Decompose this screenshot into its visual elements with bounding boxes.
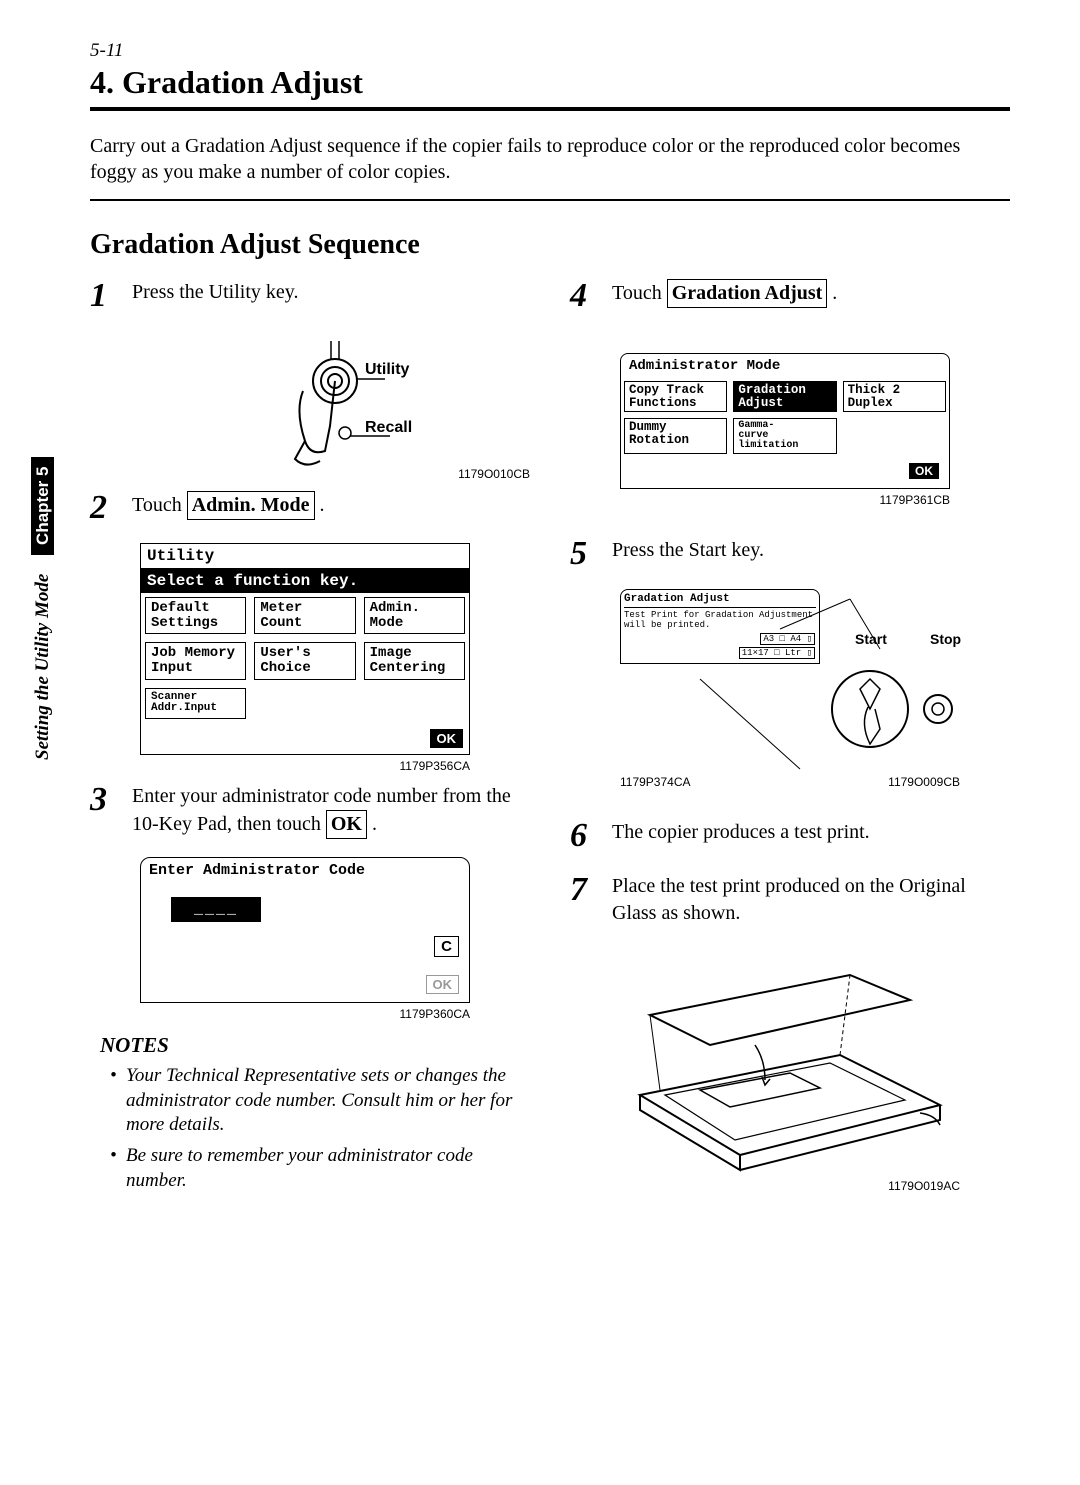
clear-button[interactable]: C [434,936,459,957]
start-label: Start [855,631,887,647]
stop-label: Stop [930,631,961,647]
step-3: 3 Enter your administrator code number f… [90,783,530,839]
right-column: 4 Touch Gradation Adjust . Administrator… [570,279,1010,1203]
gradation-adjust-button-label: Gradation Adjust [667,279,828,308]
step-body-1: Press the Utility key. [132,279,530,306]
adminmode-cell[interactable]: Copy TrackFunctions [624,381,727,412]
intro-text: Carry out a Gradation Adjust sequence if… [90,133,1010,185]
step-num-4: 4 [570,279,596,313]
fig1-recall-label: Recall [365,419,755,437]
fig1-utility-label: Utility [365,361,755,379]
admin-code-screen: Enter Administrator Code ____ C OK [140,857,470,1003]
utility-screen-title: Utility [141,544,469,569]
columns: 1 Press the Utility key. Utility Recall … [90,279,1010,1203]
utility-grid: DefaultSettings MeterCount Admin.Mode Jo… [141,593,469,723]
step-body-5: Press the Start key. [612,537,1010,564]
note-item: Your Technical Representative sets or ch… [114,1064,530,1138]
step-num-5: 5 [570,537,596,571]
side-tab-chapter: Chapter 5 [31,457,54,555]
step-body-2: Touch Admin. Mode . [132,491,530,520]
side-tab-mode: Setting the Utility Mode [32,574,53,760]
utility-screen-prompt: Select a function key. [141,569,469,593]
adminmode-cell-gradation[interactable]: GradationAdjust [733,381,836,412]
utility-cell[interactable]: DefaultSettings [145,597,246,634]
copier-glass-icon [620,945,960,1175]
side-tab: Setting the Utility Mode Chapter 5 [32,457,54,760]
step-num-3: 3 [90,783,116,817]
ok-button-disabled: OK [426,975,460,994]
note-item: Be sure to remember your administrator c… [114,1144,530,1193]
step-num-7: 7 [570,873,596,907]
utility-screen: Utility Select a function key. DefaultSe… [140,543,470,755]
page-marker: 5-11 [90,40,1010,62]
rule-thin [90,199,1010,201]
step-num-1: 1 [90,279,116,313]
fig-2: Utility Select a function key. DefaultSe… [140,543,530,773]
step4-text-b: . [827,282,837,304]
utility-cell[interactable]: ImageCentering [364,642,465,679]
fig5-code-right: 1179O009CB [888,775,960,789]
fig3-code: 1179P360CA [140,1007,470,1021]
utility-cell[interactable]: Job MemoryInput [145,642,246,679]
step-num-6: 6 [570,819,596,853]
step2-text-b: . [315,494,325,516]
utility-cell[interactable]: Admin.Mode [364,597,465,634]
utility-cell[interactable]: ScannerAddr.Input [145,688,246,719]
step-4: 4 Touch Gradation Adjust . [570,279,1010,313]
step3-text-a: Enter your administrator code number fro… [132,785,511,835]
step2-text-a: Touch [132,494,187,516]
left-column: 1 Press the Utility key. Utility Recall … [90,279,530,1203]
notes-list: Your Technical Representative sets or ch… [90,1064,530,1193]
section-title: Gradation Adjust Sequence [90,229,1010,261]
fig4-code: 1179P361CB [620,493,950,507]
step-2: 2 Touch Admin. Mode . [90,491,530,525]
utility-cell[interactable]: MeterCount [254,597,355,634]
ok-button[interactable]: OK [909,463,939,479]
step-num-2: 2 [90,491,116,525]
step-7: 7 Place the test print produced on the O… [570,873,1010,927]
leader-lines-icon [620,589,960,789]
fig5-code-left: 1179P374CA [620,775,691,789]
fig2-code: 1179P356CA [140,759,470,773]
fig7-code: 1179O019AC [620,1179,960,1193]
ok-box: OK [326,810,367,839]
step-5: 5 Press the Start key. [570,537,1010,571]
page-title: 4. Gradation Adjust [90,64,1010,101]
admin-code-field[interactable]: ____ [171,897,261,922]
step-1: 1 Press the Utility key. [90,279,530,313]
step3-text-b: . [367,813,377,835]
step-body-4: Touch Gradation Adjust . [612,279,1010,308]
fig-5: Gradation Adjust Test Print for Gradatio… [620,589,1010,789]
fig-3: Enter Administrator Code ____ C OK 1179P… [140,857,530,1021]
notes-heading: NOTES [100,1033,530,1058]
admin-code-title: Enter Administrator Code [141,858,469,883]
fig-7: 1179O019AC [620,945,1010,1193]
step-body-6: The copier produces a test print. [612,819,1010,846]
rule-thick [90,107,1010,111]
fig1-code: 1179O010CB [140,467,530,481]
ok-button[interactable]: OK [430,729,464,748]
step-body-7: Place the test print produced on the Ori… [612,873,1010,927]
step-body-3: Enter your administrator code number fro… [132,783,530,839]
admin-mode-button-label: Admin. Mode [187,491,315,520]
step4-text-a: Touch [612,282,667,304]
adminmode-cell[interactable]: Thick 2Duplex [843,381,946,412]
fig-1: Utility Recall 1179O010CB [140,331,530,481]
step-6: 6 The copier produces a test print. [570,819,1010,853]
utility-cell[interactable]: User'sChoice [254,642,355,679]
